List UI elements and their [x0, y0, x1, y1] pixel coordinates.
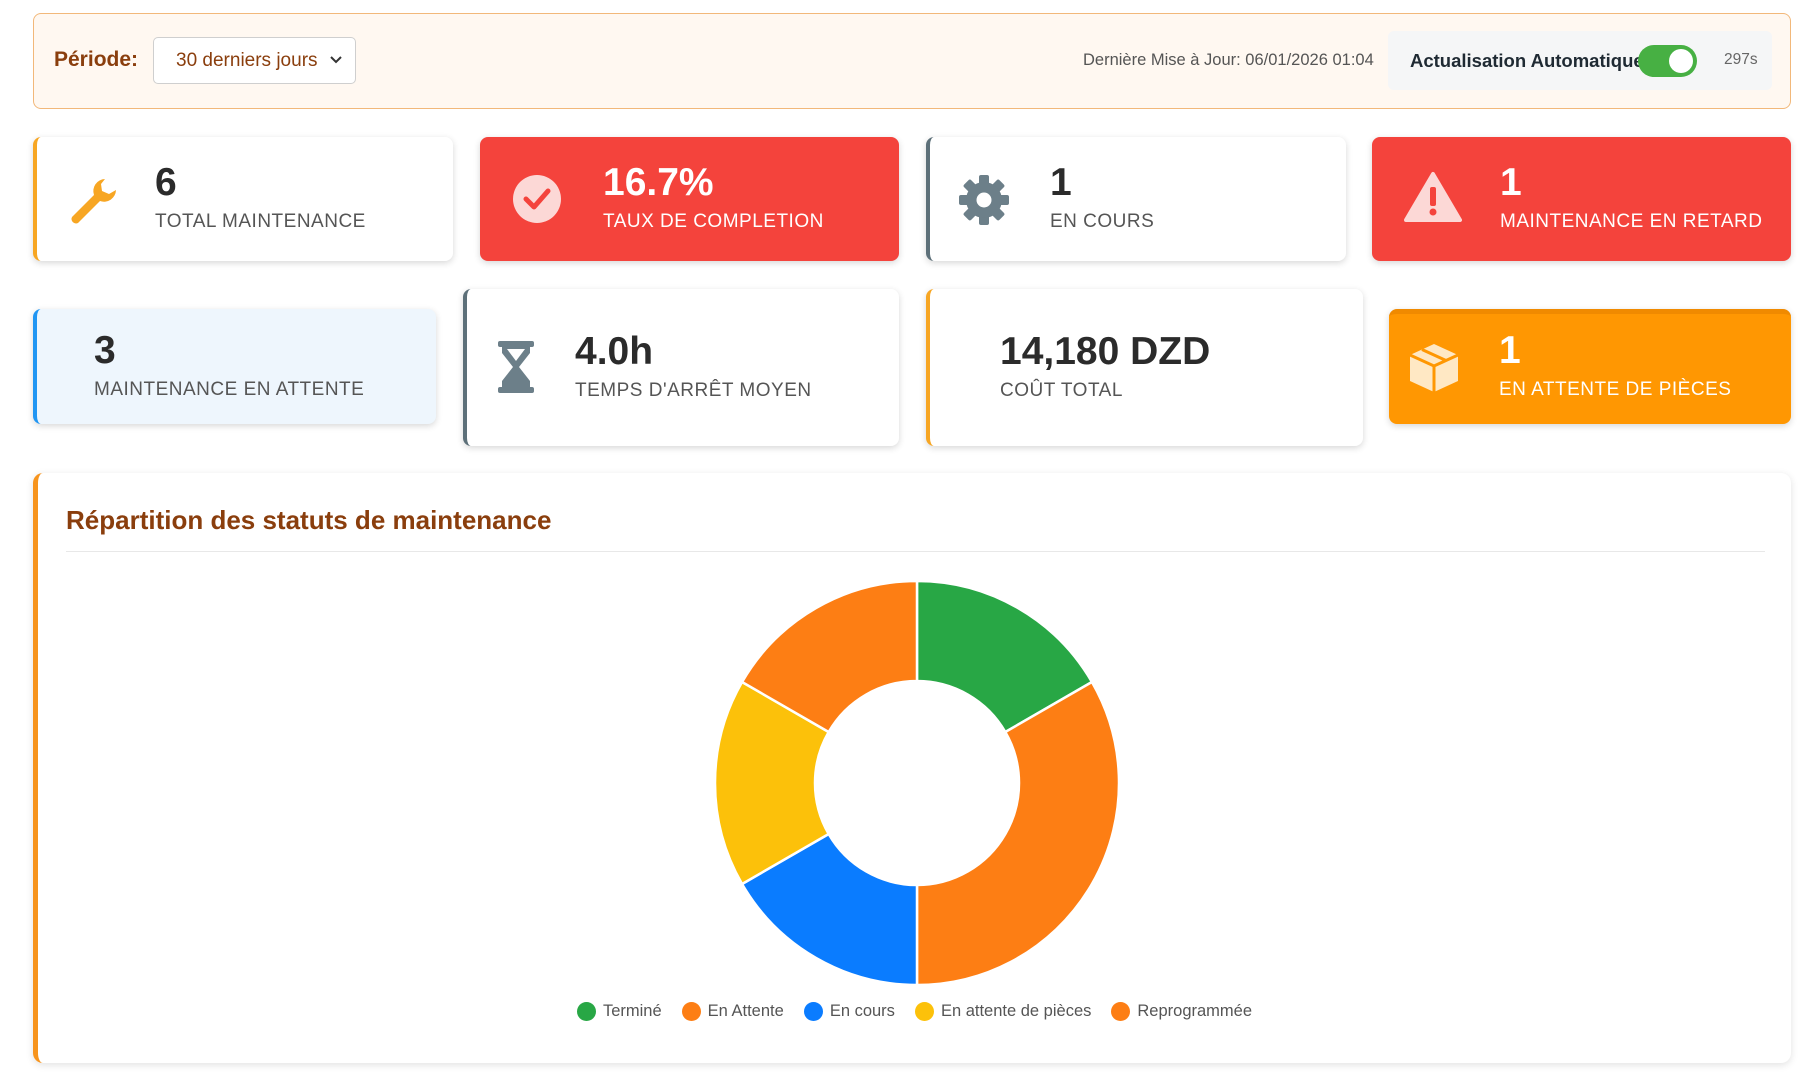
- legend-label: En attente de pièces: [940, 1002, 1092, 1020]
- auto-refresh-toggle[interactable]: [1638, 45, 1697, 77]
- legend-color-dot: [576, 1002, 596, 1021]
- toggle-knob: [1669, 49, 1693, 73]
- filter-bar: Période: 30 derniers jours Dernière Mise…: [33, 13, 1791, 109]
- legend-item[interactable]: Terminé: [576, 1002, 662, 1021]
- legend-label: En Attente: [707, 1002, 784, 1020]
- stat-label: EN COURS: [1050, 211, 1155, 232]
- stat-value: 14,180 DZD: [1000, 330, 1211, 373]
- last-update-text: Dernière Mise à Jour: 06/01/2026 01:04: [1083, 51, 1374, 69]
- status-distribution-panel: Répartition des statuts de maintenance T…: [33, 473, 1791, 1063]
- stat-value: 16.7%: [603, 161, 714, 204]
- stat-card-average-downtime[interactable]: 4.0h TEMPS D'ARRÊT MOYEN: [463, 289, 899, 446]
- divider: [66, 551, 1765, 552]
- period-select[interactable]: 30 derniers jours: [153, 37, 356, 84]
- gear-icon: [959, 175, 1009, 225]
- stat-label: MAINTENANCE EN ATTENTE: [94, 379, 365, 400]
- stat-label: TOTAL MAINTENANCE: [155, 211, 366, 232]
- legend-label: En cours: [829, 1002, 895, 1020]
- wrench-icon: [71, 179, 116, 224]
- stat-value: 1: [1050, 161, 1072, 204]
- warning-icon: [1404, 172, 1462, 222]
- stat-label: COÛT TOTAL: [1000, 380, 1123, 401]
- legend-item[interactable]: En attente de pièces: [914, 1002, 1092, 1021]
- chevron-down-icon: [330, 56, 342, 64]
- stat-card-in-progress[interactable]: 1 EN COURS: [926, 137, 1346, 261]
- legend-color-dot: [803, 1002, 823, 1021]
- legend-label: Reprogrammée: [1137, 1002, 1253, 1020]
- legend-color-dot: [914, 1002, 934, 1021]
- stat-card-pending-maintenance[interactable]: 3 MAINTENANCE EN ATTENTE: [33, 309, 436, 424]
- legend-color-dot: [1111, 1002, 1131, 1021]
- donut-slice-4[interactable]: [740, 579, 919, 734]
- donut-slice-3[interactable]: [713, 680, 831, 886]
- stat-value: 3: [94, 329, 116, 372]
- stat-card-total-maintenance[interactable]: 6 TOTAL MAINTENANCE: [33, 137, 453, 261]
- chart-title: Répartition des statuts de maintenance: [66, 505, 552, 535]
- chart-legend: Terminé En Attente En cours En attente de p…: [38, 1002, 1791, 1021]
- box-icon: [1409, 344, 1459, 392]
- donut-slice-2[interactable]: [740, 832, 919, 987]
- stat-value: 4.0h: [575, 330, 654, 373]
- legend-label: Terminé: [602, 1002, 662, 1020]
- hourglass-icon: [498, 341, 534, 393]
- period-select-value: 30 derniers jours: [176, 50, 318, 71]
- stat-value: 1: [1500, 161, 1522, 204]
- stat-value: 6: [155, 161, 177, 204]
- period-label: Période:: [54, 48, 139, 71]
- stat-label: TEMPS D'ARRÊT MOYEN: [575, 380, 812, 401]
- refresh-countdown: 297s: [1724, 51, 1758, 68]
- stat-label: EN ATTENTE DE PIÈCES: [1499, 379, 1732, 400]
- stat-value: 1: [1499, 329, 1521, 372]
- stat-card-awaiting-parts[interactable]: 1 EN ATTENTE DE PIÈCES: [1389, 309, 1791, 424]
- auto-refresh-panel: Actualisation Automatique 297s: [1388, 31, 1772, 90]
- legend-color-dot: [681, 1002, 701, 1021]
- auto-refresh-label: Actualisation Automatique: [1410, 50, 1644, 71]
- stat-label: TAUX DE COMPLETION: [603, 211, 824, 232]
- donut-slice-1[interactable]: [915, 680, 1121, 987]
- stat-label: MAINTENANCE EN RETARD: [1500, 211, 1763, 232]
- stat-card-overdue-maintenance[interactable]: 1 MAINTENANCE EN RETARD: [1372, 137, 1791, 261]
- check-circle-icon: [513, 175, 561, 223]
- donut-slice-0[interactable]: [915, 579, 1094, 734]
- stat-card-total-cost[interactable]: 14,180 DZD COÛT TOTAL: [926, 289, 1363, 446]
- status-donut-chart[interactable]: [38, 473, 1791, 1063]
- stat-card-completion-rate[interactable]: 16.7% TAUX DE COMPLETION: [480, 137, 899, 261]
- legend-item[interactable]: Reprogrammée: [1111, 1002, 1252, 1021]
- legend-item[interactable]: En cours: [803, 1002, 895, 1021]
- legend-item[interactable]: En Attente: [681, 1002, 784, 1021]
